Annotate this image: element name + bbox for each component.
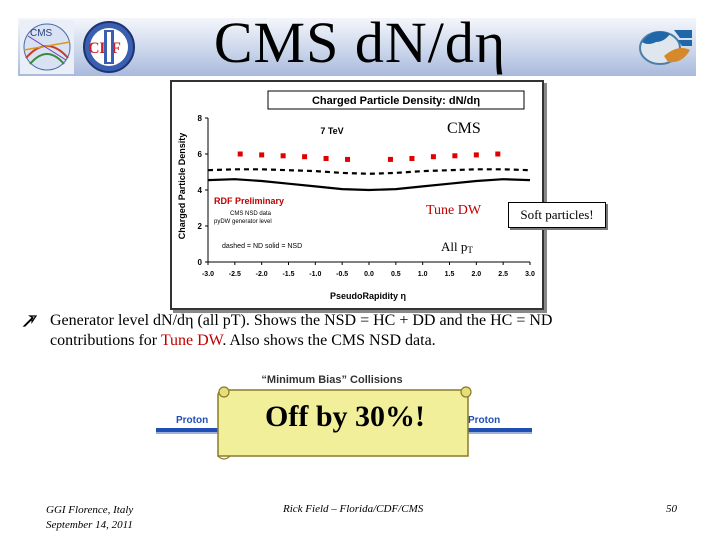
legend-line-data: CMS NSD data	[230, 211, 272, 217]
x-tick-label: 2.0	[471, 271, 481, 278]
x-tick-label: -1.5	[282, 271, 294, 278]
cms-data-point	[280, 153, 286, 159]
y-tick-label: 4	[198, 186, 203, 195]
x-tick-label: 0.5	[391, 271, 401, 278]
x-tick-label: 1.5	[445, 271, 455, 278]
chart-title: Charged Particle Density: dN/dη	[312, 95, 480, 107]
x-tick-label: -0.5	[336, 271, 348, 278]
cms-data-point	[345, 156, 351, 162]
y-axis-label: Charged Particle Density	[177, 133, 187, 240]
y-tick-label: 0	[198, 258, 203, 267]
y-tick-label: 2	[198, 222, 203, 231]
footer-date-line: September 14, 2011	[46, 519, 133, 531]
x-tick-label: 3.0	[525, 271, 535, 278]
footer-page-number: 50	[666, 503, 677, 515]
charged-density-chart: Charged Particle Density: dN/dη Charged …	[177, 90, 535, 301]
off-by-callout: Off by 30%!	[214, 384, 476, 462]
footer-venue-line: GGI Florence, Italy	[46, 504, 134, 516]
svg-text:CMS: CMS	[30, 28, 53, 39]
cms-data-point	[302, 154, 308, 160]
slide-title: CMS dN/dη	[213, 10, 507, 75]
x-axis-label: PseudoRapidity η	[330, 291, 406, 301]
cms-data-point	[495, 151, 501, 157]
y-tick-label: 6	[198, 150, 203, 159]
cms-data-point	[430, 154, 436, 160]
cms-label: CMS	[447, 120, 481, 137]
cms-data-point	[259, 152, 265, 158]
x-tick-label: -2.5	[229, 271, 241, 278]
legend-line-generator: pyDW generator level	[214, 219, 272, 225]
arrow-bullet-icon	[22, 315, 38, 327]
bullet-text: Generator level dN/dη (all pT). Shows th…	[50, 312, 553, 349]
x-tick-label: -3.0	[202, 271, 214, 278]
cdf-logo: CDF	[80, 20, 138, 74]
proton-left-label: Proton	[176, 415, 208, 426]
cms-data-point	[473, 152, 479, 158]
legend-line-styles: dashed = ND solid = NSD	[222, 243, 302, 250]
tune-dw-label: Tune DW	[426, 203, 482, 218]
soft-particles-callout: Soft particles!	[508, 202, 606, 228]
y-tick-label: 8	[198, 114, 203, 123]
min-bias-title: “Minimum Bias” Collisions	[261, 374, 402, 386]
footer-author: Rick Field – Florida/CDF/CMS	[283, 503, 424, 515]
cms-data-point	[452, 153, 458, 159]
cms-data-point	[409, 156, 415, 161]
cms-data-point	[387, 156, 393, 162]
footer-venue: GGI Florence, Italy September 14, 2011	[46, 503, 133, 533]
all-pt-label: All pT	[441, 239, 473, 255]
legend-title: RDF Preliminary	[214, 196, 284, 206]
x-tick-label: 2.5	[498, 271, 508, 278]
cms-logo: CMS	[20, 20, 74, 74]
nsd-solid-line	[207, 178, 531, 192]
x-tick-label: 0.0	[364, 271, 374, 278]
plot-frame: Charged Particle Density: dN/dη Charged …	[170, 80, 544, 310]
energy-label: 7 TeV	[320, 126, 343, 136]
university-logo	[634, 20, 694, 74]
cms-data-point	[323, 156, 329, 161]
x-tick-label: 1.0	[418, 271, 428, 278]
x-tick-label: -2.0	[256, 271, 268, 278]
proton-right-label: Proton	[468, 415, 500, 426]
off-by-text: Off by 30%!	[265, 400, 425, 433]
cms-data-point	[237, 151, 243, 157]
nd-dashed-line	[207, 168, 531, 175]
x-tick-label: -1.0	[309, 271, 321, 278]
chart-title-box	[267, 90, 525, 110]
